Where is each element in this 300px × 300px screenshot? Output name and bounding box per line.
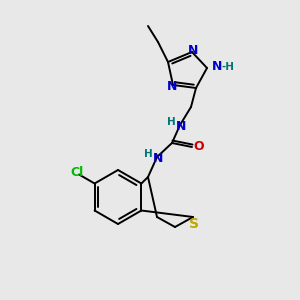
Text: H: H [167, 117, 176, 127]
Text: N: N [176, 119, 186, 133]
Text: -H: -H [221, 62, 234, 72]
Text: N: N [153, 152, 163, 164]
Text: N: N [212, 61, 222, 74]
Text: Cl: Cl [70, 166, 84, 179]
Text: H: H [144, 149, 152, 159]
Text: O: O [194, 140, 204, 152]
Text: N: N [167, 80, 177, 94]
Text: S: S [189, 217, 199, 231]
Text: N: N [188, 44, 198, 56]
